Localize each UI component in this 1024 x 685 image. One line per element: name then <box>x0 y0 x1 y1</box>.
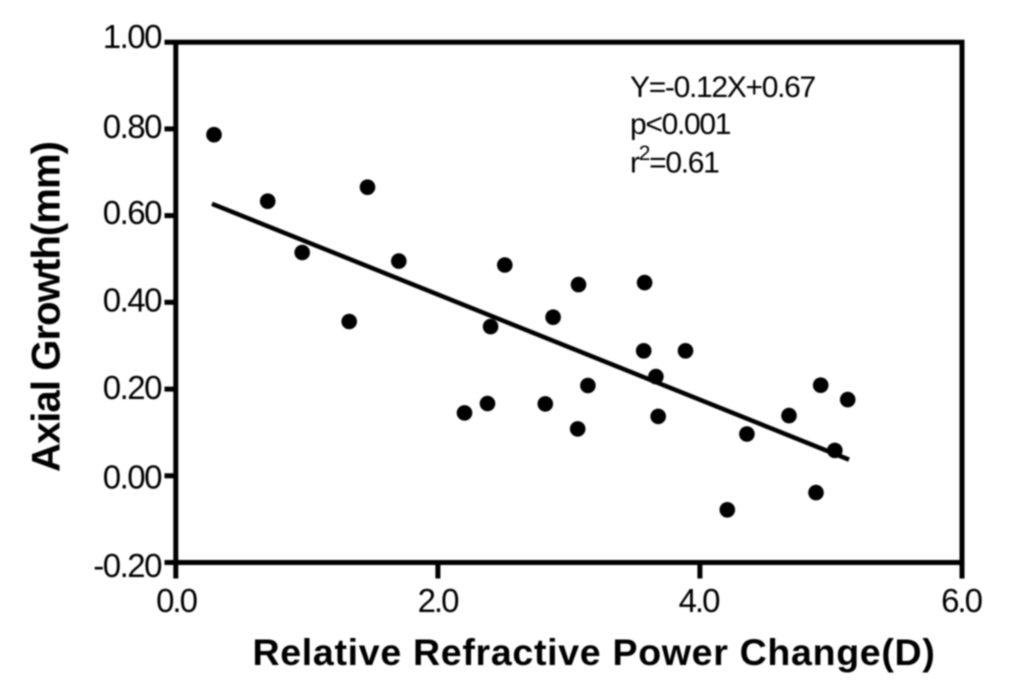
svg-text:6.0: 6.0 <box>941 582 983 619</box>
svg-text:p<0.001: p<0.001 <box>630 108 731 141</box>
svg-text:Y=-0.12X+0.67: Y=-0.12X+0.67 <box>630 71 816 104</box>
svg-text:0.0: 0.0 <box>156 582 198 619</box>
svg-text:Axial Growth(mm): Axial Growth(mm) <box>25 142 69 472</box>
svg-text:0.80: 0.80 <box>103 108 162 145</box>
svg-text:0.40: 0.40 <box>103 281 162 318</box>
svg-text:0.20: 0.20 <box>103 369 162 406</box>
svg-text:0.60: 0.60 <box>103 194 162 231</box>
svg-text:1.00: 1.00 <box>103 18 162 55</box>
svg-text:-0.20: -0.20 <box>93 547 162 584</box>
svg-text:Relative Refractive Power Chan: Relative Refractive Power Change(D) <box>252 631 935 673</box>
svg-text:r2=0.61: r2=0.61 <box>630 142 719 180</box>
svg-text:4.0: 4.0 <box>679 582 721 619</box>
svg-text:0.00: 0.00 <box>103 459 162 496</box>
svg-text:2.0: 2.0 <box>418 582 460 619</box>
